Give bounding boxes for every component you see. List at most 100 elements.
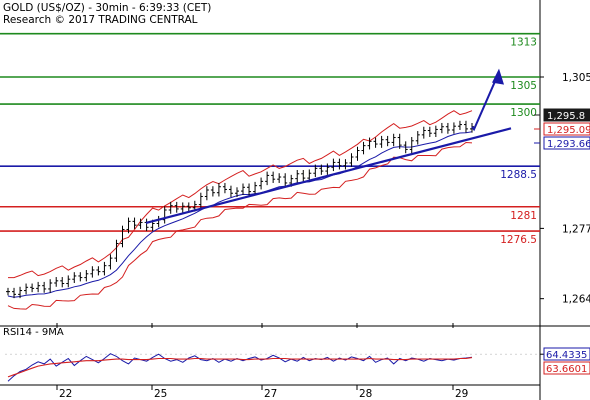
level-label: 1288.5 — [500, 169, 537, 181]
axis-labels: 1,264 1,277 1,305 22 25 27 28 29 — [56, 72, 590, 400]
price-bar — [120, 225, 125, 248]
rsi-ma-line — [7, 357, 473, 378]
price-bar — [277, 173, 282, 183]
price-bar — [234, 187, 239, 198]
price-bar — [60, 277, 65, 288]
price-bar — [403, 141, 408, 154]
x-tick-label: 25 — [154, 388, 167, 400]
price-bar — [259, 177, 264, 190]
x-tick-label: 22 — [59, 388, 72, 400]
price-bar — [409, 137, 414, 154]
price-bar — [319, 164, 324, 175]
rsi-title: RSI14 - 9MA — [3, 327, 64, 338]
price-bar — [96, 266, 101, 276]
projection-arrowhead — [492, 68, 504, 85]
price-bar — [253, 181, 258, 196]
price-bar — [198, 192, 203, 209]
price-bar — [228, 185, 233, 198]
price-tag-box — [543, 122, 590, 136]
price-bar — [108, 254, 113, 270]
price-bar — [186, 202, 191, 212]
rsi-value-tag-label: 64.4335 — [546, 350, 587, 361]
price-bar — [301, 169, 306, 182]
price-tags: 1,295.8 1,295.09 1,293.66 — [534, 108, 590, 150]
price-tag-label: 1,295.09 — [547, 125, 590, 136]
price-bar — [114, 239, 119, 262]
rsi-value-tag-box — [543, 347, 590, 361]
bollinger-lower — [7, 141, 473, 310]
chart-subtitle: Research © 2017 TRADING CENTRAL — [3, 14, 198, 26]
price-bar — [415, 131, 420, 145]
level-label: 1300 — [510, 107, 537, 119]
price-bar — [144, 218, 149, 232]
price-bar — [283, 173, 288, 187]
price-bar — [433, 125, 438, 138]
level-label: 1313 — [510, 37, 537, 49]
rsi-value-tag-box — [543, 361, 590, 375]
price-bar — [132, 217, 137, 229]
price-bar — [373, 137, 378, 148]
price-bar — [6, 287, 10, 296]
price-bar — [72, 272, 77, 283]
level-label: 1305 — [510, 80, 537, 92]
y-tick-label: 1,264 — [562, 294, 590, 306]
y-tick-label: 1,305 — [562, 72, 590, 84]
price-bar — [361, 141, 366, 155]
price-tag-label: 1,293.66 — [547, 139, 590, 150]
price-bar — [421, 126, 426, 139]
price-bar — [385, 135, 390, 147]
level-label: 1276.5 — [500, 234, 537, 246]
price-bar — [180, 202, 185, 213]
price-tag-box — [543, 136, 590, 150]
y-tick-label: 1,277 — [562, 223, 590, 235]
bollinger-bands — [7, 110, 473, 310]
price-bar — [36, 281, 41, 293]
x-tick-label: 28 — [359, 388, 372, 400]
price-bar — [12, 287, 17, 299]
price-bar — [138, 218, 143, 229]
price-bar — [222, 182, 227, 194]
price-bar — [216, 182, 221, 197]
price-levels: 1313 1305 1300 1288.5 1281 1276.5 — [0, 32, 540, 246]
price-bar — [295, 169, 300, 183]
price-bar — [313, 164, 318, 178]
price-bar — [90, 266, 95, 278]
price-bar — [355, 146, 360, 161]
price-bar — [265, 171, 270, 186]
price-bar — [162, 206, 167, 224]
price-bar — [210, 186, 215, 197]
price-tag-box — [543, 108, 590, 122]
price-bar — [78, 272, 83, 282]
price-bar — [204, 186, 209, 201]
trendline-group — [145, 68, 512, 225]
price-bar — [391, 133, 396, 147]
price-tag-label: 1,295.8 — [547, 111, 585, 122]
price-bars — [6, 120, 474, 299]
projection-arrow — [471, 74, 499, 132]
price-bar — [379, 135, 384, 148]
level-label: 1281 — [510, 210, 537, 222]
price-bar — [439, 122, 444, 134]
price-bar — [325, 163, 330, 175]
price-bar — [48, 279, 53, 293]
x-tick-label: 27 — [264, 388, 277, 400]
bollinger-upper — [8, 110, 473, 279]
price-bar — [445, 122, 450, 134]
price-bar — [349, 153, 354, 167]
price-bar — [367, 137, 372, 150]
price-bar — [168, 201, 173, 214]
moving-average — [7, 131, 473, 298]
x-tick-label: 29 — [455, 388, 468, 400]
price-bar — [337, 158, 342, 170]
price-bar — [174, 201, 179, 213]
rsi-line — [7, 353, 473, 382]
price-bar — [102, 261, 107, 276]
price-bar — [84, 270, 89, 282]
price-bar — [126, 217, 131, 234]
price-bar — [331, 158, 336, 172]
price-bar — [24, 283, 29, 295]
price-bar — [30, 283, 35, 293]
